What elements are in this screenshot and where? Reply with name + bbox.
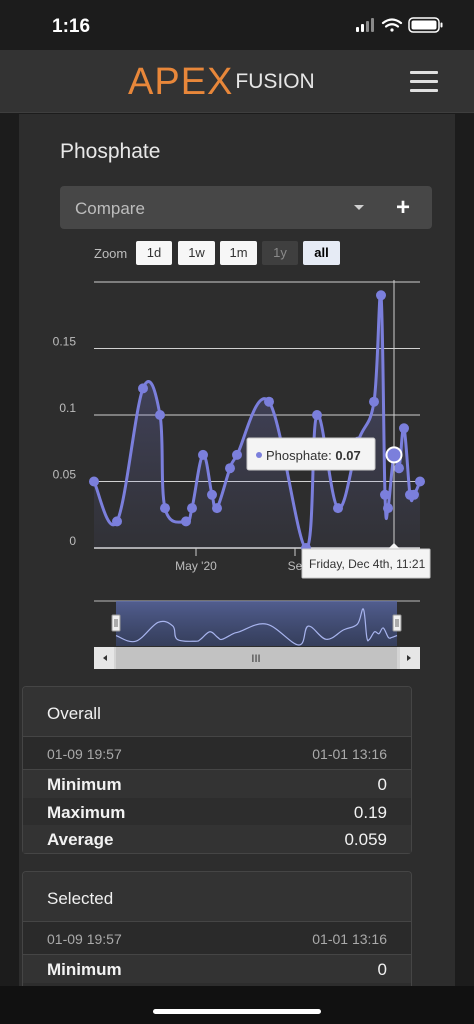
status-icons <box>356 17 443 33</box>
stat-value: 0 <box>377 775 387 794</box>
x-tick-label: Se <box>288 559 303 573</box>
y-tick-label: 0.15 <box>53 335 77 349</box>
data-point[interactable] <box>264 396 274 407</box>
chevron-left-icon[interactable] <box>103 655 107 661</box>
range-navigator[interactable]: III <box>94 600 420 669</box>
stat-row-minimum: Minimum 0 <box>23 955 411 983</box>
navigator-series-line <box>115 608 398 646</box>
data-point[interactable] <box>187 503 197 514</box>
data-point[interactable] <box>415 476 425 487</box>
stat-value: 0.19 <box>353 802 387 822</box>
scroll-grip: III <box>251 653 260 665</box>
card-title-overall: Overall <box>47 704 101 723</box>
apex-fusion-logo[interactable]: APEX FUSION <box>128 61 315 103</box>
y-axis: 0 0.05 0.1 0.15 <box>53 335 77 549</box>
stat-label: Minimum <box>47 775 122 794</box>
tooltip-date: Friday, Dec 4th, 11:21 <box>309 557 426 571</box>
series-points <box>89 290 425 553</box>
data-point[interactable] <box>212 503 222 514</box>
logo-sub: FUSION <box>235 70 315 93</box>
status-time: 1:16 <box>52 16 91 37</box>
selected-stats-card: Selected 01-09 19:57 01-01 13:16 Minimum… <box>22 871 412 989</box>
overall-stats-card: Overall 01-09 19:57 01-01 13:16 Minimum … <box>22 686 412 854</box>
cellular-signal-icon <box>356 18 374 32</box>
wifi-icon <box>381 18 403 32</box>
stat-value: 0 <box>377 960 387 979</box>
data-point[interactable] <box>181 516 191 527</box>
data-point[interactable] <box>112 516 122 527</box>
logo-main: APEX <box>128 61 234 103</box>
series-area <box>94 293 420 549</box>
overall-range-to: 01-01 13:16 <box>312 746 387 762</box>
battery-icon <box>408 17 443 33</box>
zoom-all-button[interactable]: all <box>303 241 340 265</box>
panel-title: Phosphate <box>60 140 161 163</box>
y-tick-label: 0.1 <box>59 401 76 415</box>
value-tooltip: Phosphate: 0.07 <box>246 437 376 471</box>
compare-label: Compare <box>75 199 145 218</box>
add-compare-button[interactable]: + <box>396 194 411 221</box>
date-tooltip: Friday, Dec 4th, 11:21 <box>301 543 431 579</box>
y-tick-label: 0 <box>69 534 76 548</box>
tooltip-series: Phosphate <box>266 448 328 463</box>
chevron-right-icon[interactable] <box>407 655 411 661</box>
stat-label: Minimum <box>47 960 122 979</box>
data-point[interactable] <box>383 503 393 514</box>
chevron-down-icon[interactable] <box>354 205 364 210</box>
stat-row-average: Average 0.059 <box>23 825 411 853</box>
navigator-scrollbar-thumb[interactable] <box>116 647 397 669</box>
overall-range-from: 01-09 19:57 <box>47 746 122 762</box>
data-point[interactable] <box>394 463 404 474</box>
data-point[interactable] <box>89 476 99 487</box>
selected-range-from: 01-09 19:57 <box>47 931 122 947</box>
zoom-1w-button[interactable]: 1w <box>178 241 215 265</box>
right-gutter <box>455 114 474 986</box>
data-point[interactable] <box>198 449 208 460</box>
data-point[interactable] <box>312 410 322 420</box>
hover-point <box>385 446 403 464</box>
stat-label: Maximum <box>47 802 126 822</box>
navigator-selection[interactable] <box>116 601 397 646</box>
y-tick-label: 0.05 <box>53 468 77 482</box>
home-indicator[interactable] <box>153 1009 321 1014</box>
menu-icon[interactable] <box>410 71 438 93</box>
svg-text:Phosphate: 0.07: Phosphate: 0.07 <box>266 448 361 463</box>
data-point[interactable] <box>155 410 165 420</box>
left-gutter <box>0 114 19 986</box>
navigator-handle-left[interactable] <box>111 614 121 632</box>
selected-range-to: 01-01 13:16 <box>312 931 387 947</box>
data-point[interactable] <box>333 503 343 514</box>
home-indicator-area <box>0 986 474 1024</box>
data-point[interactable] <box>376 290 386 301</box>
zoom-label: Zoom <box>94 246 128 261</box>
navigator-handle-right[interactable] <box>392 614 402 632</box>
tooltip-value: 0.07 <box>335 448 360 463</box>
stat-row-minimum: Minimum 0 <box>23 770 411 798</box>
data-point[interactable] <box>138 383 148 394</box>
card-title-selected: Selected <box>47 889 114 908</box>
app-header: APEX FUSION <box>0 50 474 113</box>
phosphate-chart[interactable]: 0 0.05 0.1 0.15 May '20 Se Phosphate: 0.07 F… <box>19 265 455 675</box>
stat-label: Average <box>47 830 114 849</box>
x-axis: May '20 Se <box>175 548 303 573</box>
x-tick-label: May '20 <box>175 559 217 573</box>
status-bar: 1:16 <box>0 0 474 50</box>
data-point[interactable] <box>399 423 409 434</box>
stat-row-maximum: Maximum 0.19 <box>23 798 411 826</box>
zoom-1d-button[interactable]: 1d <box>136 241 172 265</box>
stat-value: 0.059 <box>344 830 387 849</box>
zoom-1m-button[interactable]: 1m <box>220 241 257 265</box>
compare-dropdown[interactable]: Compare + <box>60 186 432 229</box>
data-point[interactable] <box>207 489 217 500</box>
data-point[interactable] <box>380 489 390 500</box>
data-point[interactable] <box>409 489 419 500</box>
data-point[interactable] <box>160 503 170 514</box>
data-point[interactable] <box>232 449 242 460</box>
zoom-1y-button[interactable]: 1y <box>262 241 298 265</box>
data-point[interactable] <box>225 463 235 474</box>
data-point[interactable] <box>369 396 379 407</box>
